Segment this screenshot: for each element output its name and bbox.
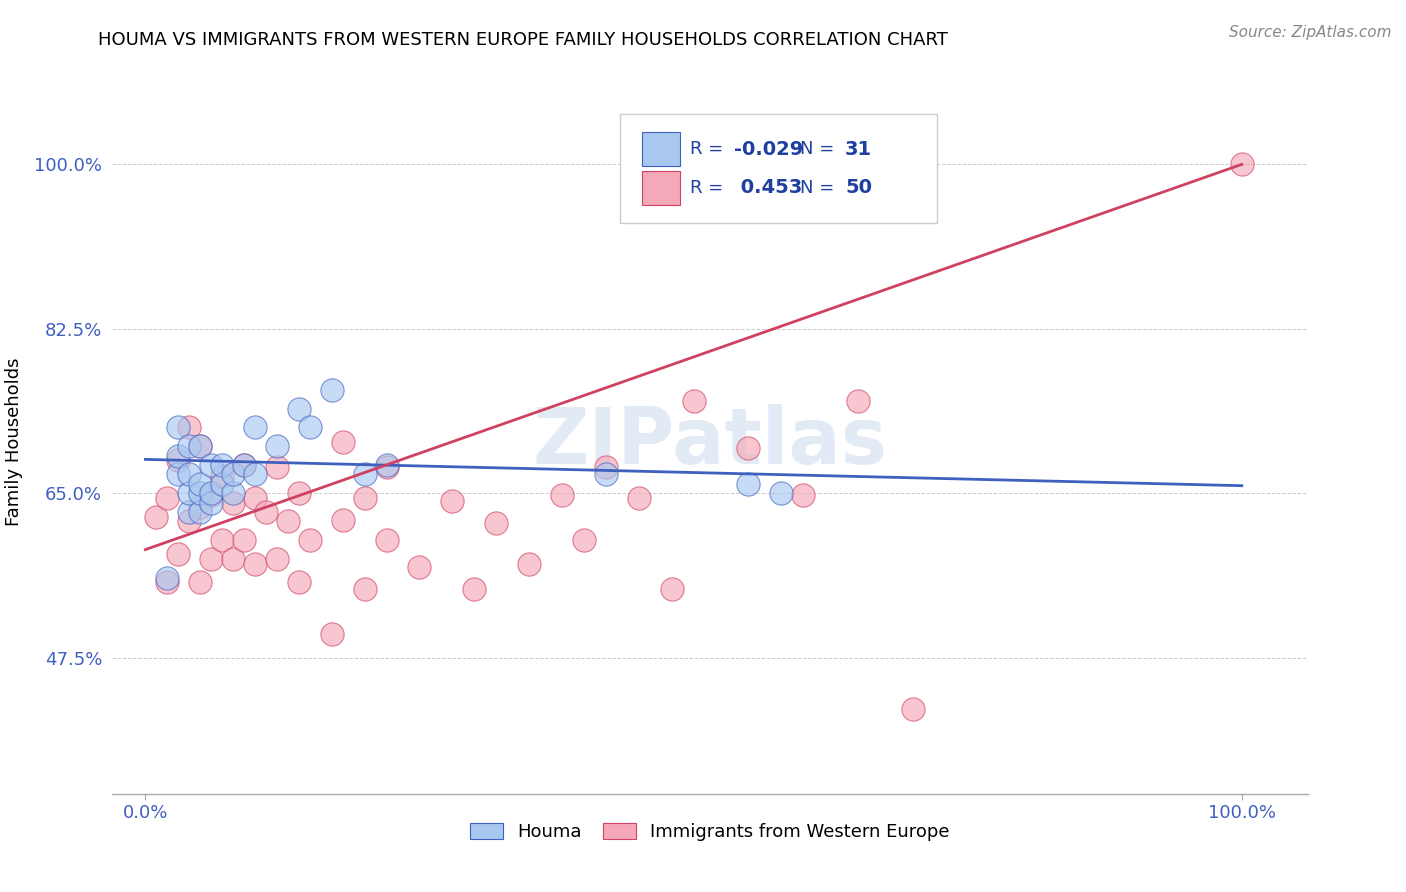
Text: R =: R =	[690, 140, 728, 158]
Point	[188, 500, 211, 515]
Point	[156, 491, 179, 505]
Point	[200, 458, 222, 472]
Text: 0.453: 0.453	[734, 178, 803, 197]
Point	[682, 394, 704, 409]
Point	[288, 486, 311, 500]
Point	[200, 495, 222, 509]
Point	[179, 515, 201, 529]
Point	[167, 547, 190, 561]
Point	[353, 491, 375, 505]
Point	[200, 486, 222, 500]
Point	[266, 439, 288, 453]
Point	[408, 559, 430, 574]
FancyBboxPatch shape	[643, 132, 681, 167]
Point	[156, 575, 179, 590]
Text: -0.029: -0.029	[734, 139, 803, 159]
Point	[595, 459, 617, 474]
Point	[375, 533, 398, 548]
Point	[321, 383, 343, 397]
Point	[441, 493, 464, 508]
Point	[1230, 157, 1253, 171]
Point	[211, 533, 233, 548]
Text: 50: 50	[845, 178, 872, 197]
Point	[792, 488, 814, 502]
Point	[179, 467, 201, 482]
Point	[846, 394, 869, 409]
Point	[375, 459, 398, 474]
Point	[353, 467, 375, 482]
Point	[463, 582, 485, 596]
Point	[288, 401, 311, 416]
Text: N =: N =	[800, 140, 839, 158]
Text: Source: ZipAtlas.com: Source: ZipAtlas.com	[1229, 25, 1392, 40]
Text: R =: R =	[690, 179, 728, 197]
Point	[179, 420, 201, 434]
Point	[298, 533, 321, 548]
Point	[179, 505, 201, 519]
Point	[332, 434, 354, 449]
Point	[901, 702, 924, 716]
Point	[167, 453, 190, 467]
Point	[266, 459, 288, 474]
Point	[277, 515, 299, 529]
Point	[179, 439, 201, 453]
Point	[145, 509, 167, 524]
Point	[332, 512, 354, 526]
Point	[211, 469, 233, 483]
Point	[233, 458, 256, 472]
Point	[517, 557, 540, 571]
Point	[222, 467, 245, 482]
Point	[595, 467, 617, 482]
Point	[627, 491, 650, 505]
Point	[188, 476, 211, 491]
Point	[243, 467, 266, 482]
Point	[375, 458, 398, 472]
Text: ZIPatlas: ZIPatlas	[533, 403, 887, 480]
Point	[661, 582, 683, 596]
Point	[551, 488, 574, 502]
Point	[179, 486, 201, 500]
Point	[211, 476, 233, 491]
Point	[298, 420, 321, 434]
Point	[222, 495, 245, 509]
Point	[243, 557, 266, 571]
Point	[188, 575, 211, 590]
Point	[243, 420, 266, 434]
Point	[167, 420, 190, 434]
FancyBboxPatch shape	[643, 170, 681, 205]
Legend: Houma, Immigrants from Western Europe: Houma, Immigrants from Western Europe	[463, 815, 957, 848]
Point	[188, 439, 211, 453]
Point	[572, 533, 595, 548]
Point	[222, 552, 245, 566]
Text: N =: N =	[800, 179, 839, 197]
Point	[233, 458, 256, 472]
Point	[737, 441, 759, 455]
Point	[211, 458, 233, 472]
Point	[167, 467, 190, 482]
Point	[156, 571, 179, 585]
Point	[200, 488, 222, 502]
Point	[770, 486, 793, 500]
Point	[188, 439, 211, 453]
Point	[222, 486, 245, 500]
Point	[254, 505, 277, 519]
Point	[737, 476, 759, 491]
Point	[188, 505, 211, 519]
Y-axis label: Family Households: Family Households	[6, 358, 22, 525]
Point	[266, 552, 288, 566]
Point	[353, 582, 375, 596]
FancyBboxPatch shape	[620, 114, 938, 223]
Point	[188, 486, 211, 500]
Point	[485, 516, 508, 531]
Text: HOUMA VS IMMIGRANTS FROM WESTERN EUROPE FAMILY HOUSEHOLDS CORRELATION CHART: HOUMA VS IMMIGRANTS FROM WESTERN EUROPE …	[98, 31, 948, 49]
Point	[167, 449, 190, 463]
Text: 31: 31	[845, 139, 872, 159]
Point	[233, 533, 256, 548]
Point	[243, 491, 266, 505]
Point	[288, 575, 311, 590]
Point	[200, 552, 222, 566]
Point	[321, 627, 343, 641]
